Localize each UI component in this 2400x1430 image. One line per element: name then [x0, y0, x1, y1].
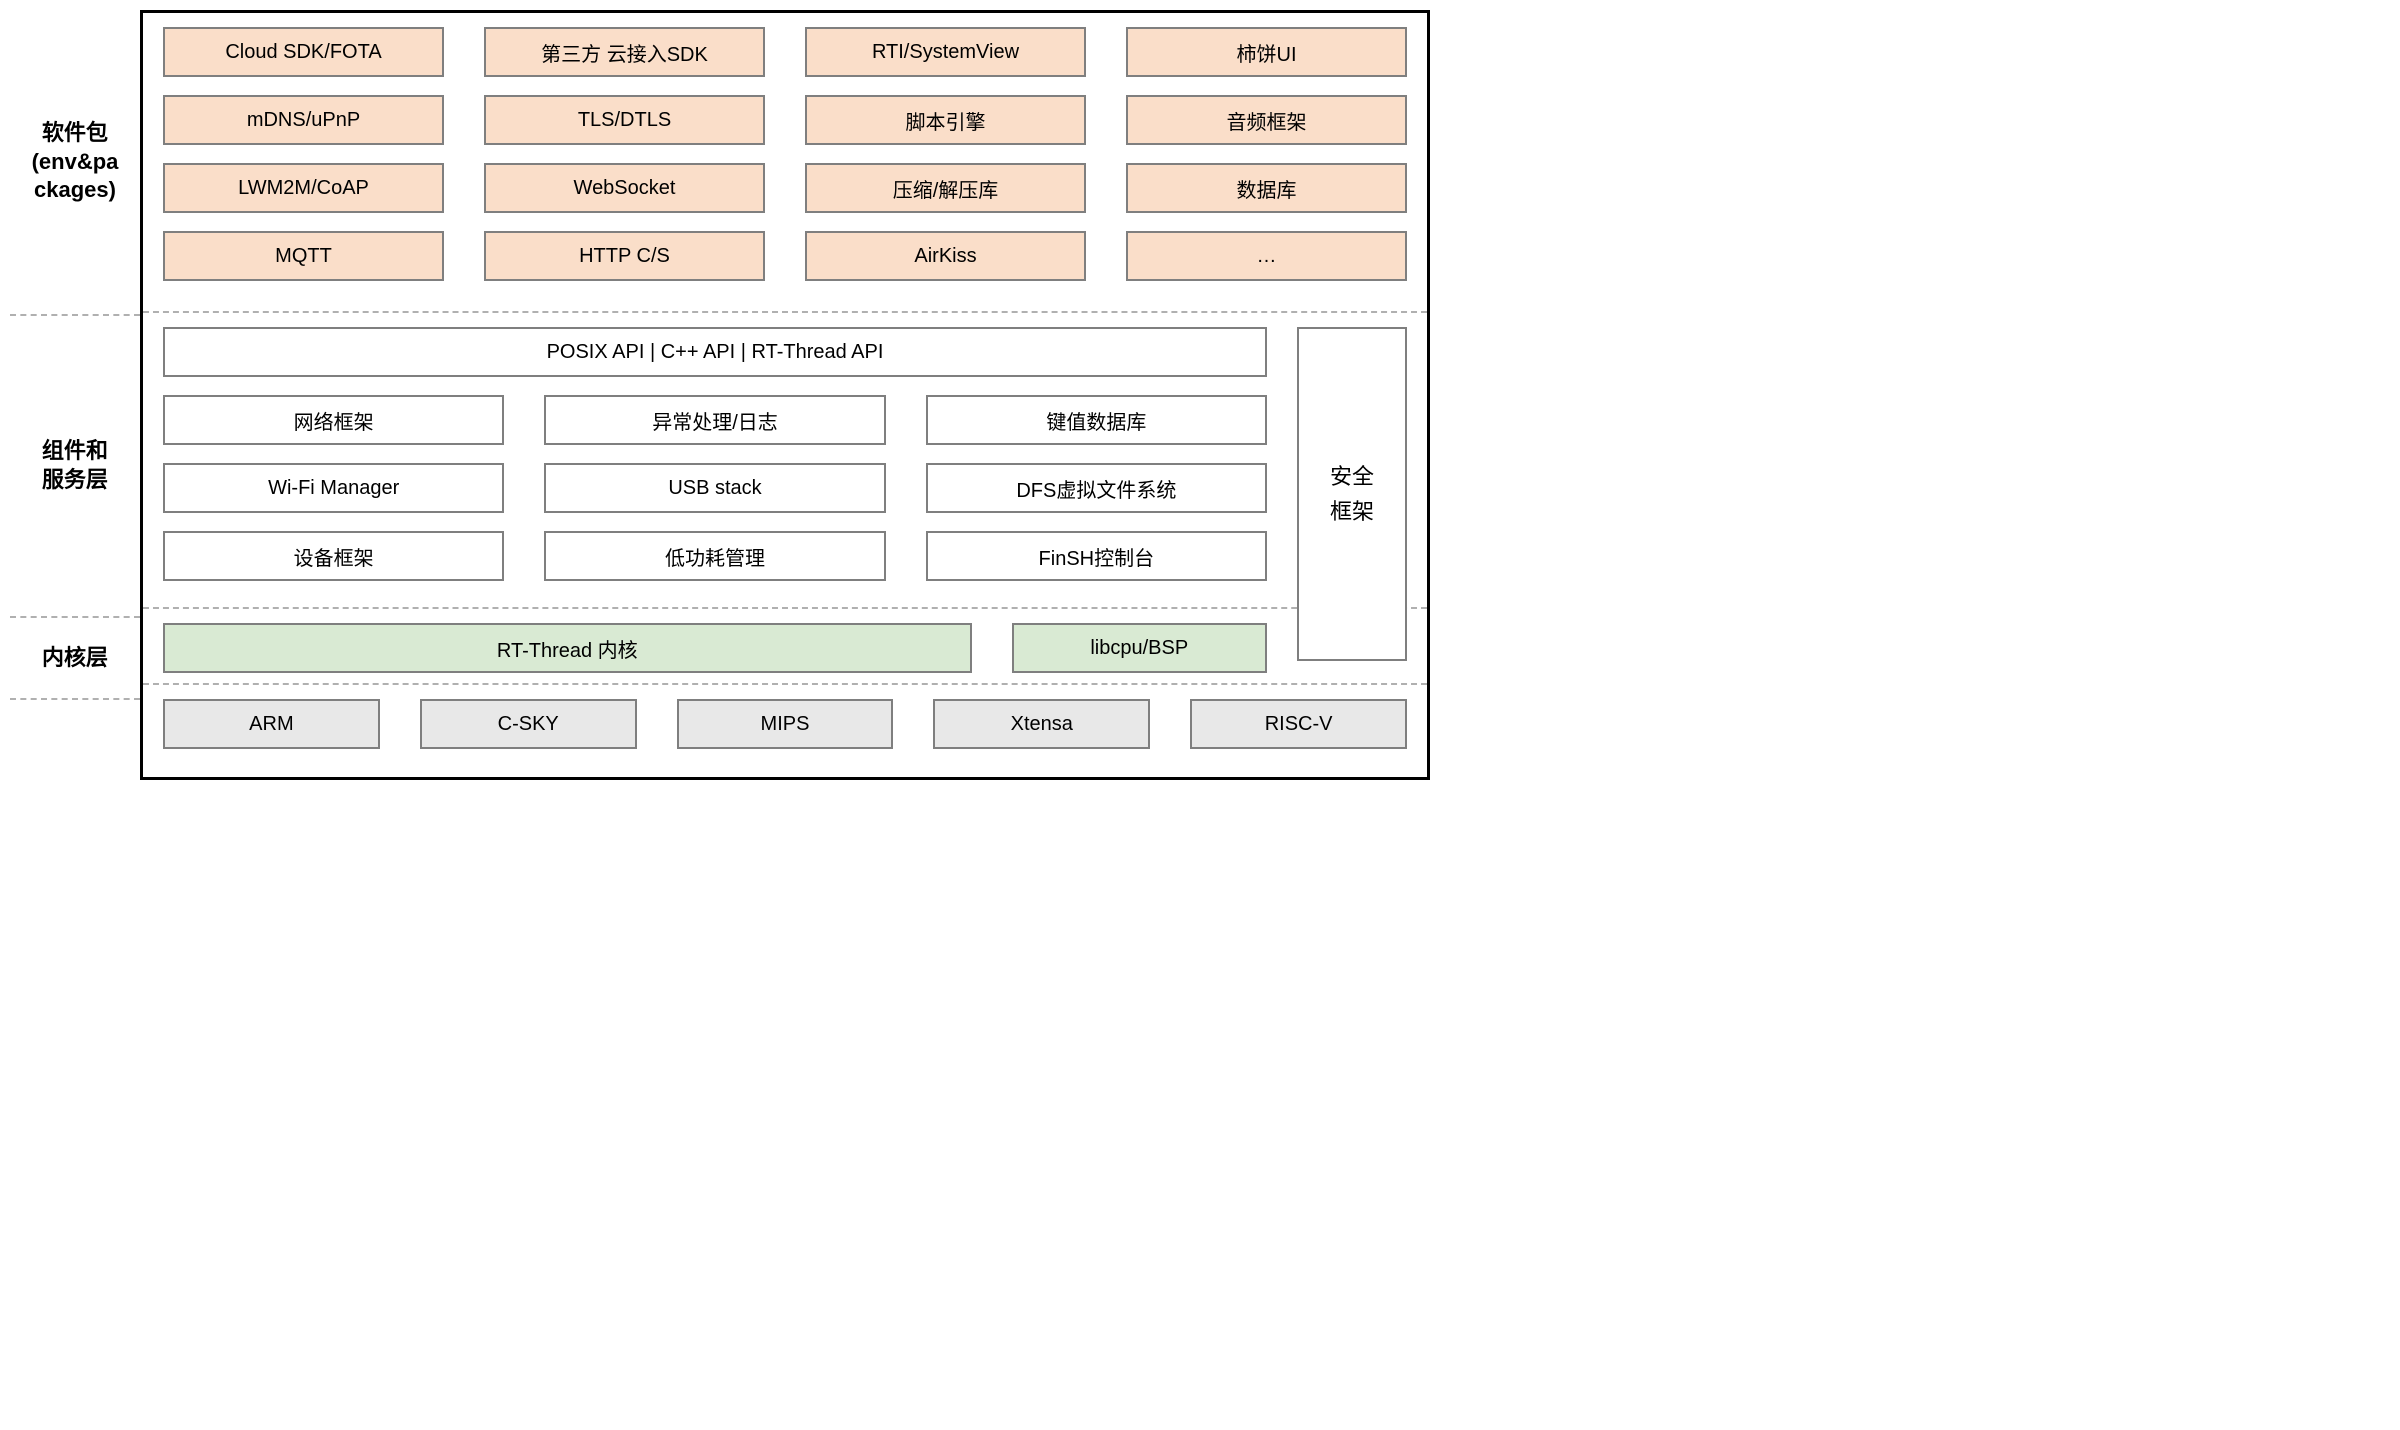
pkg-box: 压缩/解压库 — [805, 163, 1086, 213]
pkg-box: TLS/DTLS — [484, 95, 765, 145]
comp-box: 设备框架 — [163, 531, 504, 581]
pkg-box: Cloud SDK/FOTA — [163, 27, 444, 77]
label-text: 框架 — [1330, 499, 1374, 524]
layer-label-packages: 软件包 (env&pa ckages) — [10, 10, 140, 314]
pkg-box: 脚本引擎 — [805, 95, 1086, 145]
label-text: 服务层 — [42, 467, 108, 492]
architecture-diagram: 软件包 (env&pa ckages) 组件和 服务层 内核层 Cloud SD… — [10, 10, 1430, 780]
api-bar: POSIX API | C++ API | RT-Thread API — [163, 327, 1267, 377]
comp-box: 异常处理/日志 — [544, 395, 885, 445]
pkg-box: AirKiss — [805, 231, 1086, 281]
main-column: Cloud SDK/FOTA 第三方 云接入SDK RTI/SystemView… — [140, 10, 1430, 780]
comp-box: 网络框架 — [163, 395, 504, 445]
arch-box: C-SKY — [420, 699, 637, 749]
pkg-box: 数据库 — [1126, 163, 1407, 213]
arch-box: Xtensa — [933, 699, 1150, 749]
section-kernel: RT-Thread 内核 libcpu/BSP — [143, 609, 1427, 683]
pkg-box: HTTP C/S — [484, 231, 765, 281]
kernel-main-box: RT-Thread 内核 — [163, 623, 972, 673]
labels-column: 软件包 (env&pa ckages) 组件和 服务层 内核层 — [10, 10, 140, 780]
pkg-box: WebSocket — [484, 163, 765, 213]
packages-grid: Cloud SDK/FOTA 第三方 云接入SDK RTI/SystemView… — [163, 27, 1407, 281]
comp-box: 低功耗管理 — [544, 531, 885, 581]
layer-label-kernel: 内核层 — [10, 618, 140, 698]
pkg-box: … — [1126, 231, 1407, 281]
pkg-box: 第三方 云接入SDK — [484, 27, 765, 77]
section-packages: Cloud SDK/FOTA 第三方 云接入SDK RTI/SystemView… — [143, 13, 1427, 311]
pkg-box: mDNS/uPnP — [163, 95, 444, 145]
kernel-libcpu-box: libcpu/BSP — [1012, 623, 1267, 673]
label-text: 安全 — [1330, 464, 1374, 489]
layer-label-arch — [10, 700, 140, 780]
mid-lower-wrap: POSIX API | C++ API | RT-Thread API 网络框架… — [143, 313, 1427, 683]
comp-box: 键值数据库 — [926, 395, 1267, 445]
section-components: POSIX API | C++ API | RT-Thread API 网络框架… — [143, 313, 1427, 607]
arch-box: RISC-V — [1190, 699, 1407, 749]
comp-box: Wi-Fi Manager — [163, 463, 504, 513]
pkg-box: RTI/SystemView — [805, 27, 1086, 77]
arch-grid: ARM C-SKY MIPS Xtensa RISC-V — [163, 699, 1407, 749]
pkg-box: 音频框架 — [1126, 95, 1407, 145]
label-text: ckages) — [34, 177, 116, 202]
label-text: 内核层 — [42, 644, 108, 673]
label-text: 组件和 — [42, 438, 108, 463]
arch-box: MIPS — [677, 699, 894, 749]
section-arch: ARM C-SKY MIPS Xtensa RISC-V — [143, 685, 1427, 759]
pkg-box: LWM2M/CoAP — [163, 163, 444, 213]
label-text: 软件包 — [42, 120, 108, 145]
comp-box: USB stack — [544, 463, 885, 513]
comp-box: DFS虚拟文件系统 — [926, 463, 1267, 513]
comp-box: FinSH控制台 — [926, 531, 1267, 581]
label-text: (env&pa — [32, 149, 119, 174]
layer-label-components: 组件和 服务层 — [10, 316, 140, 616]
components-grid: 网络框架 异常处理/日志 键值数据库 Wi-Fi Manager USB sta… — [163, 395, 1267, 581]
pkg-box: 柿饼UI — [1126, 27, 1407, 77]
arch-box: ARM — [163, 699, 380, 749]
pkg-box: MQTT — [163, 231, 444, 281]
